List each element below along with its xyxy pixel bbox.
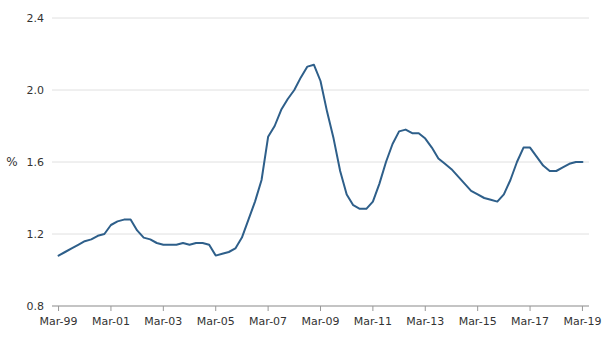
x-tick [477,306,478,311]
x-tick [268,306,269,311]
x-tick [372,306,373,311]
x-tick-label: Mar-17 [511,315,549,328]
x-tick-label: Mar-03 [144,315,182,328]
y-tick-label: 2.0 [27,84,45,97]
x-tick [320,306,321,311]
x-tick-label: Mar-13 [406,315,444,328]
x-tick-label: Mar-01 [92,315,130,328]
x-tick [58,306,59,311]
y-tick-label: 2.4 [27,12,45,25]
grid-line [52,234,589,235]
chart: 0.81.21.62.02.4Mar-99Mar-01Mar-03Mar-05M… [0,0,605,340]
grid-line [52,90,589,91]
x-tick [582,306,583,311]
y-grid [52,18,589,306]
x-tick [215,306,216,311]
x-tick-label: Mar-19 [563,315,601,328]
data-line [59,65,583,256]
y-tick-label: 1.6 [27,156,45,169]
x-tick-label: Mar-07 [249,315,287,328]
y-tick-label: 0.8 [27,300,45,313]
x-tick-label: Mar-99 [40,315,78,328]
x-tick-label: Mar-05 [197,315,235,328]
x-tick-label: Mar-15 [459,315,497,328]
x-tick [110,306,111,311]
grid-line [52,18,589,19]
x-tick-label: Mar-09 [301,315,339,328]
y-axis-label: % [6,155,17,169]
x-tick [530,306,531,311]
x-tick [425,306,426,311]
y-axis: 0.8 1.2 1.6 2.0 2.4 [27,12,45,313]
x-axis: Mar-99 Mar-01 Mar-03 Mar-05 Mar-07 Mar-09 Mar-… [40,306,602,328]
x-tick-label: Mar-11 [354,315,392,328]
x-tick [163,306,164,311]
grid-line [52,162,589,163]
y-tick-label: 1.2 [27,228,45,241]
plot-area [59,65,583,256]
